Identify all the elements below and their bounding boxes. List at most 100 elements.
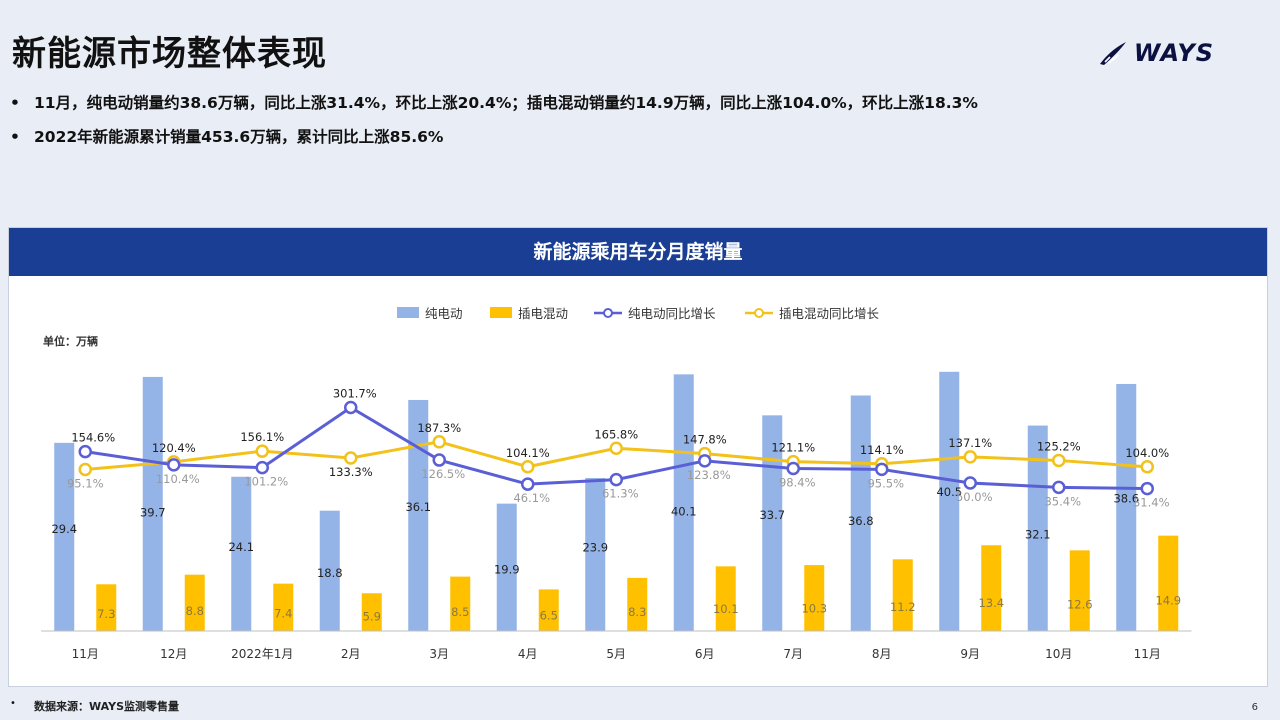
bev-value-label: 29.4 <box>51 522 77 536</box>
footer-bullet-icon: • <box>10 698 16 709</box>
bev-growth-label: 123.8% <box>687 468 731 482</box>
phev-value-label: 14.9 <box>1155 593 1181 607</box>
bev-growth-label: 101.2% <box>244 475 288 489</box>
phev-bar <box>1069 550 1090 631</box>
phev-value-label: 5.9 <box>363 609 381 623</box>
x-tick-label: 2月 <box>341 647 361 661</box>
bev-value-label: 38.6 <box>1113 492 1139 506</box>
phev-growth-label: 137.1% <box>948 436 992 450</box>
phev-growth-point <box>1140 460 1154 474</box>
bev-bar <box>142 376 163 631</box>
summary-bullet: 11月，纯电动销量约38.6万辆，同比上涨31.4%，环比上涨20.4%；插电混… <box>10 92 978 126</box>
x-tick-label: 7月 <box>783 647 803 661</box>
bev-growth-point <box>167 458 181 472</box>
bev-value-label: 36.8 <box>848 514 874 528</box>
bev-growth-label: 126.5% <box>421 467 465 481</box>
bev-growth-point <box>521 477 535 491</box>
bev-growth-label: 154.6% <box>71 431 115 445</box>
phev-growth-point <box>255 444 269 458</box>
chart-panel: 新能源乘用车分月度销量 纯电动 插电混动 纯电动同比增长 插电混动同比增长单位：万辆 2… <box>8 227 1268 687</box>
phev-growth-label: 104.1% <box>506 446 550 460</box>
phev-growth-label: 133.3% <box>329 465 373 479</box>
bev-value-label: 39.7 <box>140 506 166 520</box>
legend-swatch <box>397 307 419 318</box>
bev-bar <box>496 503 517 631</box>
phev-bar <box>715 566 736 631</box>
phev-growth-label: 147.8% <box>683 433 727 447</box>
phev-bar <box>96 584 117 631</box>
bev-bar <box>408 399 429 631</box>
phev-growth-label: 104.0% <box>1125 446 1169 460</box>
logo-text: WAYS <box>1133 39 1214 67</box>
ways-logo-icon <box>1099 42 1126 65</box>
phev-value-label: 7.4 <box>274 607 292 621</box>
bev-bar <box>231 476 252 631</box>
phev-growth-label: 120.4% <box>152 441 196 455</box>
phev-growth-point <box>609 441 623 456</box>
bev-growth-label: 35.4% <box>1044 494 1081 508</box>
legend-label: 纯电动同比增长 <box>628 306 716 321</box>
bev-growth-label: 95.5% <box>867 476 904 490</box>
bev-value-label: 32.1 <box>1025 528 1051 542</box>
x-tick-label: 10月 <box>1045 647 1072 661</box>
bev-growth-point <box>963 476 977 490</box>
phev-bar <box>892 559 913 631</box>
bev-bar <box>54 442 75 631</box>
phev-value-label: 6.5 <box>540 608 558 622</box>
bev-growth-label: 301.7% <box>333 386 377 400</box>
bev-value-label: 18.8 <box>317 566 343 580</box>
bev-bar <box>319 510 340 631</box>
bev-bar <box>585 478 606 631</box>
bev-growth-point <box>344 400 358 415</box>
phev-value-label: 12.6 <box>1067 597 1093 611</box>
bev-growth-label: 46.1% <box>513 491 550 505</box>
ways-logo: WAYS <box>1096 38 1214 68</box>
legend-label: 插电混动 <box>518 306 568 321</box>
legend-label: 纯电动 <box>425 306 463 321</box>
bev-growth-point <box>609 472 623 487</box>
phev-growth-label: 125.2% <box>1037 439 1081 453</box>
phev-growth-label: 187.3% <box>417 421 461 435</box>
legend-label: 插电混动同比增长 <box>779 306 880 321</box>
unit-label: 单位：万辆 <box>43 334 98 348</box>
bev-growth-point <box>786 461 800 476</box>
phev-value-label: 11.2 <box>890 600 916 614</box>
bev-growth-label: 61.3% <box>602 487 639 501</box>
bev-growth-point <box>1140 481 1154 496</box>
phev-value-label: 10.3 <box>801 602 827 616</box>
legend-marker <box>603 308 613 318</box>
bev-growth-point <box>875 462 889 477</box>
phev-bar <box>450 576 471 631</box>
phev-growth-point <box>963 450 977 464</box>
x-tick-label: 9月 <box>960 647 980 661</box>
phev-bar <box>273 583 294 631</box>
phev-growth-point <box>344 451 358 465</box>
phev-value-label: 10.1 <box>713 602 739 616</box>
x-tick-label: 11月 <box>1134 647 1161 661</box>
phev-bar <box>361 593 382 631</box>
phev-bar <box>627 577 648 631</box>
phev-growth-point <box>521 460 535 474</box>
phev-bar <box>538 589 559 631</box>
page-number: 6 <box>1251 702 1258 713</box>
phev-growth-point <box>1052 453 1066 468</box>
bev-growth-point <box>432 453 446 467</box>
phev-bar <box>804 565 825 631</box>
x-tick-label: 12月 <box>160 647 187 661</box>
phev-growth-label: 165.8% <box>594 427 638 441</box>
bev-growth-point <box>78 444 92 459</box>
phev-growth-label: 156.1% <box>240 430 284 444</box>
summary-bullets: 11月，纯电动销量约38.6万辆，同比上涨31.4%，环比上涨20.4%；插电混… <box>10 92 978 160</box>
bev-growth-label: 31.4% <box>1133 496 1170 510</box>
x-tick-label: 4月 <box>518 647 538 661</box>
phev-value-label: 8.3 <box>628 605 646 619</box>
phev-value-label: 8.5 <box>451 605 469 619</box>
bev-growth-label: 50.0% <box>956 490 993 504</box>
chart-title: 新能源乘用车分月度销量 <box>9 228 1267 276</box>
bev-value-label: 23.9 <box>582 540 608 554</box>
bev-bar <box>939 371 960 631</box>
phev-growth-label: 121.1% <box>771 441 815 455</box>
bev-value-label: 19.9 <box>494 563 520 577</box>
bev-growth-label: 98.4% <box>779 475 816 489</box>
